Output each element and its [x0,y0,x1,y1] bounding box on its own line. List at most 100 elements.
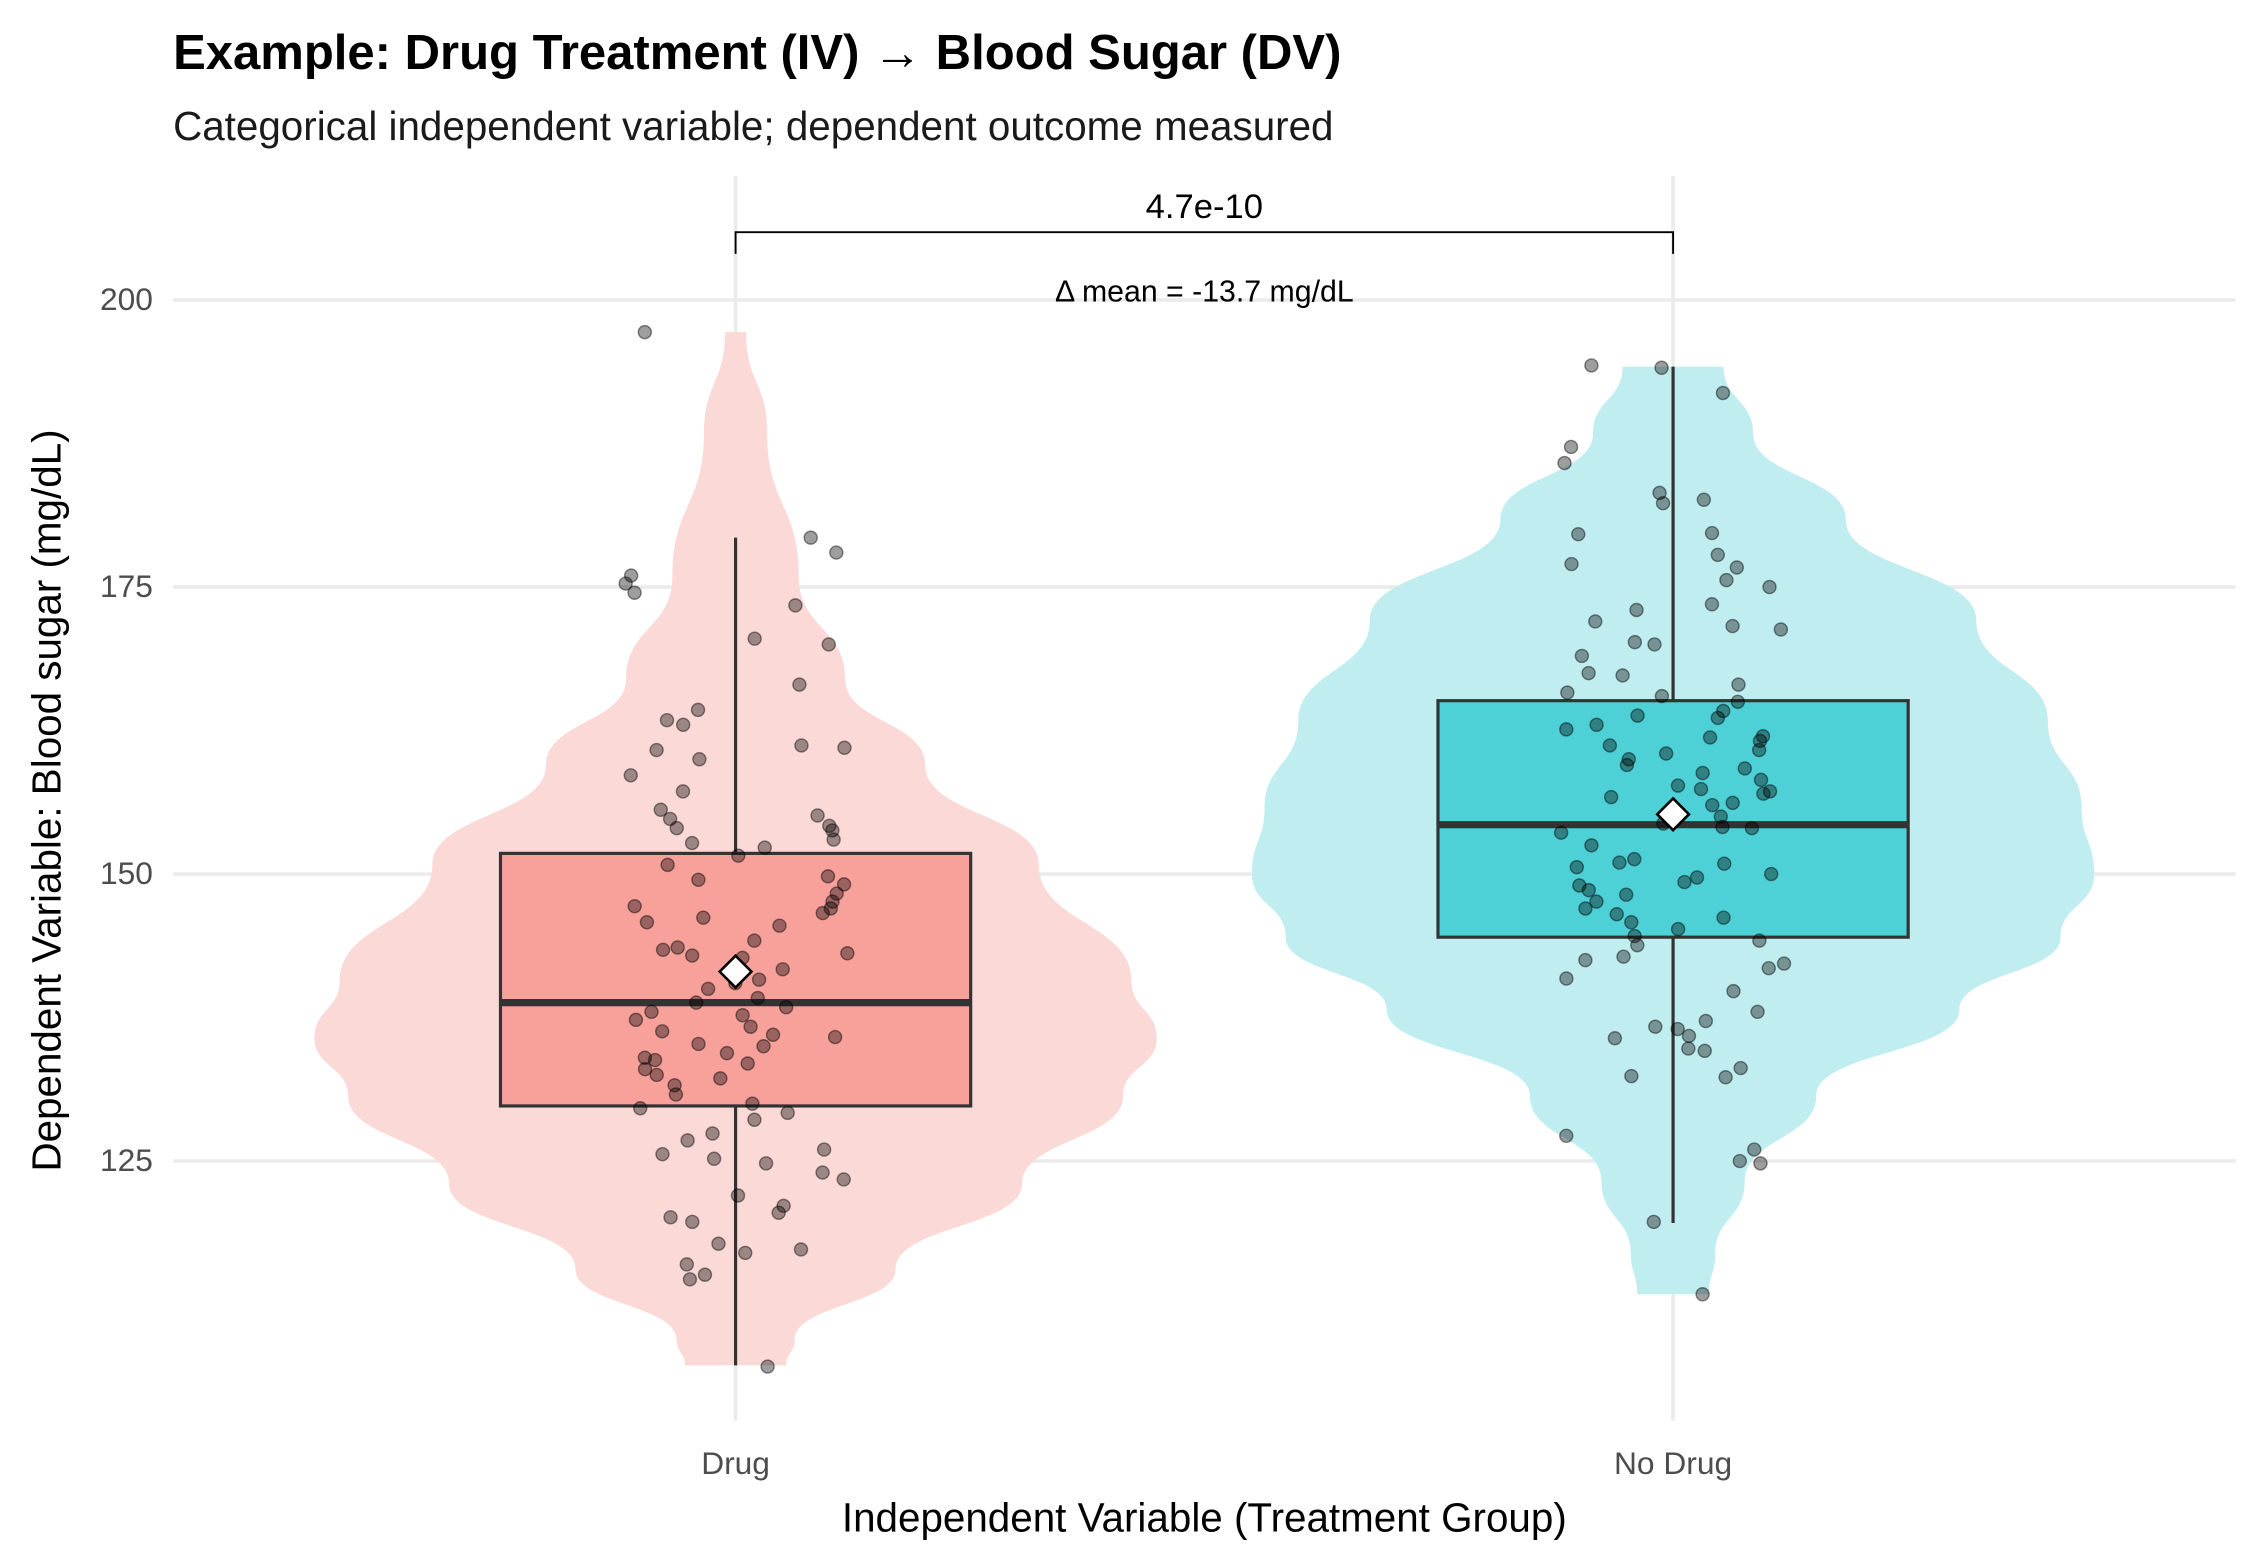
data-point [810,808,825,823]
x-tick-label: Drug [701,1445,770,1481]
data-point [745,1096,760,1111]
chart-title: Example: Drug Treatment (IV) → Blood Sug… [173,26,1341,80]
data-point [663,1210,678,1225]
data-point [827,1029,843,1045]
data-point [711,1236,726,1251]
x-tick-label: No Drug [1614,1445,1732,1481]
data-point [1584,838,1599,853]
data-point [1584,358,1599,373]
data-point [680,1133,695,1148]
data-point [1569,859,1584,875]
data-point [1704,525,1720,541]
data-point [765,1027,781,1042]
data-point [760,1359,775,1374]
data-point [1716,703,1731,719]
data-point [697,1267,713,1282]
data-point [1589,894,1604,909]
data-point [1670,921,1686,937]
data-point [776,1198,791,1214]
data-point [1627,928,1642,944]
data-point [684,835,700,851]
data-point [1616,949,1631,964]
x-axis-ticks: Drug No Drug [701,1445,1732,1481]
data-point [655,1146,670,1162]
data-point [1704,597,1720,612]
data-point [623,768,638,783]
data-point [713,1071,728,1086]
data-point [649,1067,664,1083]
data-point [1689,870,1705,885]
bracket-line [734,231,1675,254]
data-point [1693,781,1709,797]
data-point [731,848,746,863]
data-point [1695,1287,1710,1302]
mean-diamond [1655,796,1691,833]
data-point [690,702,706,718]
data-point [1752,733,1768,749]
data-point [1681,1041,1696,1056]
data-point [696,910,711,925]
data-point [1729,560,1745,575]
data-point [816,1142,832,1157]
data-point [771,1205,786,1220]
data-point [1695,765,1710,781]
data-point [823,901,838,916]
data-point [1630,708,1645,723]
data-point [1702,730,1718,745]
data-point [1553,825,1569,840]
data-point [757,840,772,855]
data-point [837,740,852,755]
data-point [730,1188,746,1203]
data-point [1713,809,1729,824]
data-point [1581,882,1596,898]
data-point [659,712,675,728]
data-point [1670,778,1686,793]
data-point [647,1052,663,1068]
data-point [655,1024,670,1039]
data-point [1750,1004,1765,1020]
data-point [618,576,633,591]
data-point [750,990,765,1006]
data-point [706,1151,722,1166]
data-point [1564,556,1579,572]
data-point [689,995,704,1010]
data-point [1697,1043,1712,1059]
data-point [1725,618,1740,634]
data-point [1647,637,1662,652]
data-point [1681,1028,1697,1044]
data-point [633,1101,648,1116]
data-point [820,869,836,884]
x-axis-title: Independent Variable (Treatment Group) [842,1495,1567,1541]
data-point [685,1214,700,1230]
data-point [751,972,767,987]
data-point [692,752,707,767]
data-point [1624,915,1639,930]
data-point [669,820,684,836]
data-point [829,545,844,560]
data-point [682,1272,698,1287]
chart-subtitle: Categorical independent variable; depend… [173,103,1333,149]
data-point [772,918,787,933]
data-point [1589,717,1604,733]
data-point [1737,761,1753,776]
data-point [700,981,716,997]
data-point [1752,933,1767,948]
data-point [1763,866,1779,882]
data-point [1618,887,1634,902]
data-point [1615,668,1630,683]
data-point [747,933,762,948]
data-point [1654,360,1669,375]
data-point [1646,1214,1661,1230]
data-point [1621,752,1636,767]
data-point [1612,855,1627,870]
data-point [1619,757,1635,773]
box [498,851,973,1108]
data-point [691,872,706,887]
data-point [1559,722,1574,737]
mean-diamond [717,953,754,990]
significance-bracket: 4.7e-10 Δ mean = -13.7 mg/dL [734,188,1675,308]
data-point [1624,1068,1639,1084]
y-tick-label: 150 [100,855,153,891]
data-point [738,1245,753,1261]
data-point [675,717,691,733]
